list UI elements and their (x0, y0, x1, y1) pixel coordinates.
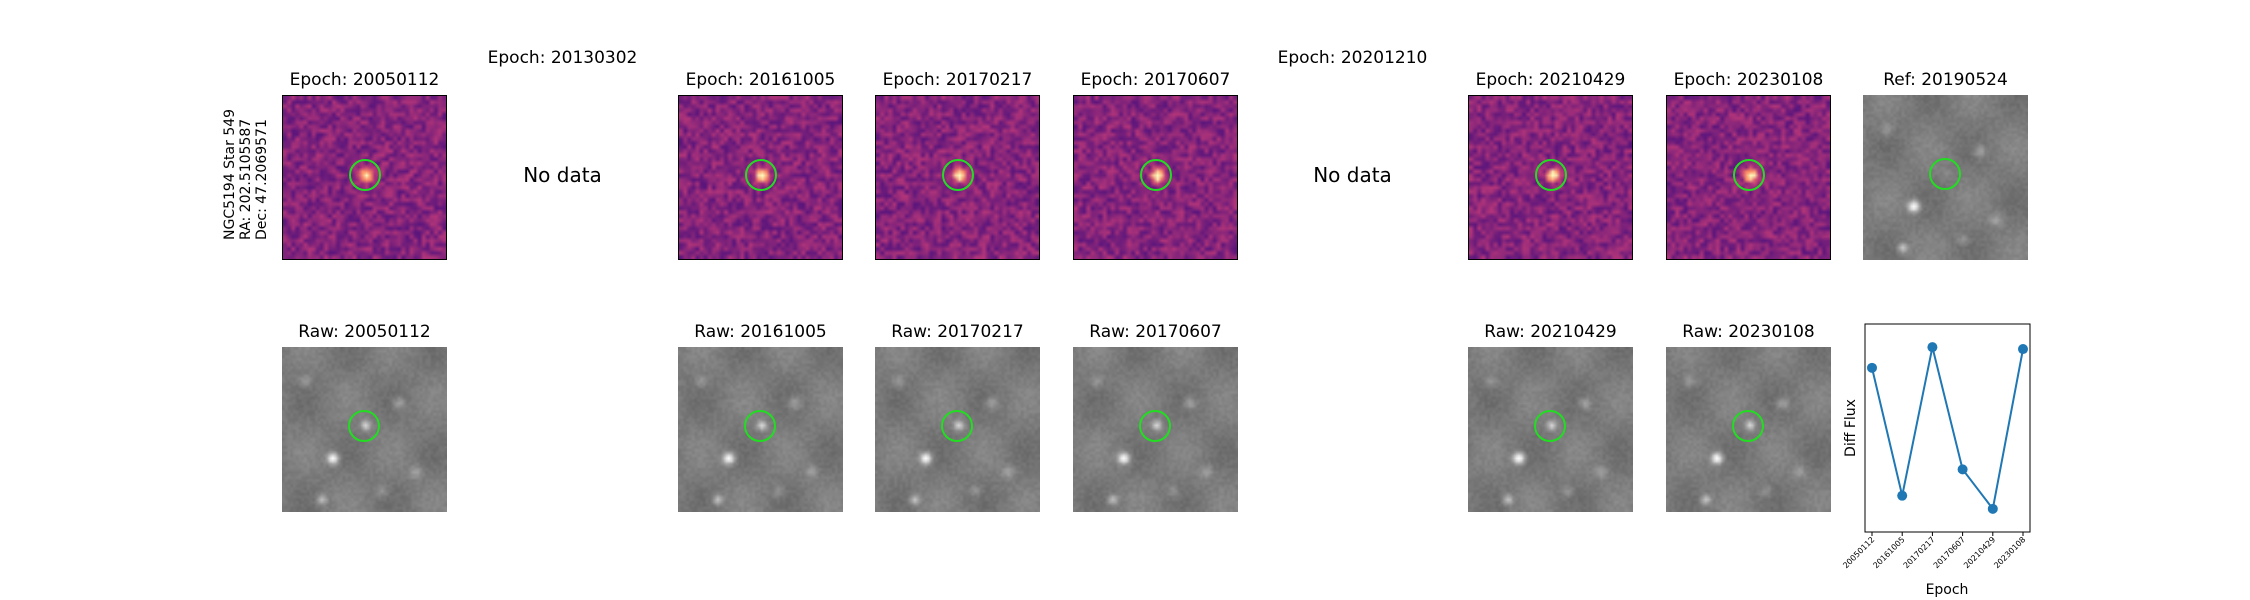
raw-image (678, 347, 843, 512)
target-circle (1534, 410, 1566, 442)
difference-image (1468, 95, 1633, 260)
series-line (1871, 346, 2024, 512)
epoch-title: Epoch: 20130302 (487, 48, 638, 68)
raw-title: Raw: 20170607 (1089, 322, 1222, 342)
epoch-title: Epoch: 20201210 (1277, 48, 1428, 68)
data-point (1957, 464, 1968, 475)
x-tick-label: 20161005 (1871, 535, 1906, 570)
raw-image (1468, 347, 1633, 512)
no-data-label: No data (523, 163, 602, 187)
object-dec: Dec: 47.2069571 (254, 119, 270, 240)
epoch-title: Epoch: 20210429 (1475, 70, 1626, 90)
target-circle (1733, 159, 1765, 191)
epoch-title: Epoch: 20170607 (1080, 70, 1231, 90)
epoch-title: Epoch: 20161005 (685, 70, 836, 90)
raw-title: Raw: 20050112 (298, 322, 431, 342)
object-ra: RA: 202.5105587 (238, 118, 254, 240)
x-tick-label: 20050112 (1841, 535, 1876, 570)
raw-title: Raw: 20161005 (694, 322, 827, 342)
raw-image (1666, 347, 1831, 512)
chart-frame (1864, 323, 2031, 533)
target-circle (942, 159, 974, 191)
x-tick-label: 20170607 (1932, 535, 1967, 570)
difference-image (875, 95, 1040, 260)
difference-image (282, 95, 447, 260)
epoch-title: Epoch: 20230108 (1673, 70, 1824, 90)
target-circle (349, 159, 381, 191)
x-axis-label: Epoch (1926, 582, 1969, 598)
raw-image (282, 347, 447, 512)
data-point (1987, 503, 1998, 514)
target-circle (1139, 410, 1171, 442)
target-circle (744, 410, 776, 442)
y-axis-label: Diff Flux (1843, 399, 1859, 457)
target-circle (1929, 158, 1961, 190)
epoch-title: Epoch: 20170217 (882, 70, 1033, 90)
raw-title: Raw: 20170217 (891, 322, 1024, 342)
x-tick-label: 20210429 (1962, 535, 1997, 570)
object-name: NGC5194 Star 549 (222, 108, 238, 240)
x-tick-label: 20230108 (1992, 535, 2027, 570)
epoch-title: Epoch: 20050112 (289, 70, 440, 90)
target-circle (1140, 159, 1172, 191)
difference-image (678, 95, 843, 260)
target-circle (1535, 159, 1567, 191)
target-circle (745, 159, 777, 191)
difference-image (1073, 95, 1238, 260)
light-curve-chart: 2005011220161005201702172017060720210429… (1841, 323, 2031, 598)
data-point (1867, 362, 1877, 373)
data-point (1927, 342, 1938, 353)
data-point (1897, 490, 1908, 501)
data-point (2018, 344, 2028, 355)
raw-image (875, 347, 1040, 512)
reference-image (1863, 95, 2028, 260)
raw-title: Raw: 20230108 (1682, 322, 1815, 342)
target-circle (348, 410, 380, 442)
target-circle (941, 410, 973, 442)
epoch-title: Ref: 20190524 (1883, 70, 2008, 90)
raw-image (1073, 347, 1238, 512)
x-tick-label: 20170217 (1902, 535, 1937, 570)
raw-title: Raw: 20210429 (1484, 322, 1617, 342)
target-circle (1732, 410, 1764, 442)
no-data-label: No data (1313, 163, 1392, 187)
difference-image (1666, 95, 1831, 260)
